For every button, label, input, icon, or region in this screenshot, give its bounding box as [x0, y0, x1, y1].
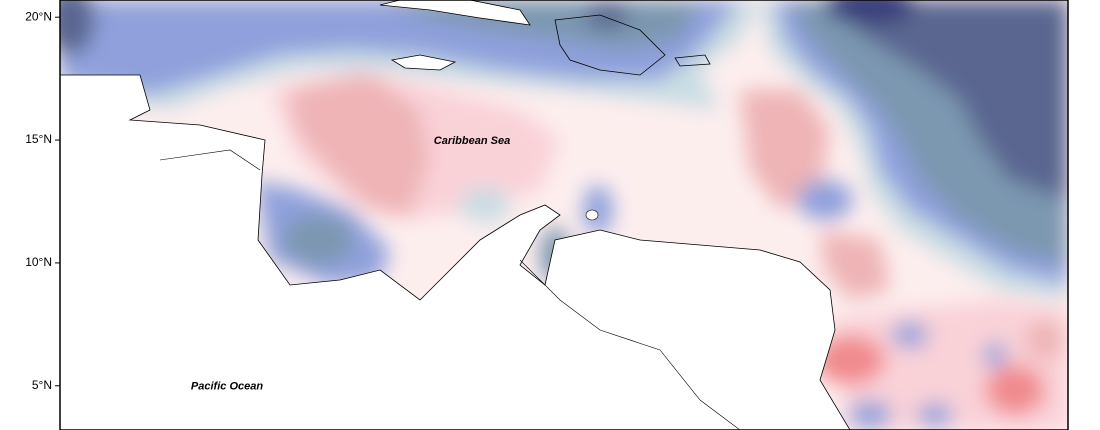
y-tick-label: 20°N [25, 9, 52, 23]
place-label: Caribbean Sea [434, 135, 510, 147]
jamaica [390, 54, 457, 71]
field [60, 0, 1068, 430]
y-tick-label: 15°N [25, 132, 52, 146]
hispaniola [554, 14, 666, 76]
y-tick-label: 10°N [25, 255, 52, 269]
cuba [379, 0, 531, 26]
frame [59, 0, 1069, 430]
puerto-rico [674, 54, 711, 67]
place-label: Pacific Ocean [191, 381, 263, 393]
axis: 20°N 15°N 10°N 5°N [25, 9, 60, 392]
land [60, 74, 851, 430]
y-tick-label: 5°N [32, 378, 52, 392]
